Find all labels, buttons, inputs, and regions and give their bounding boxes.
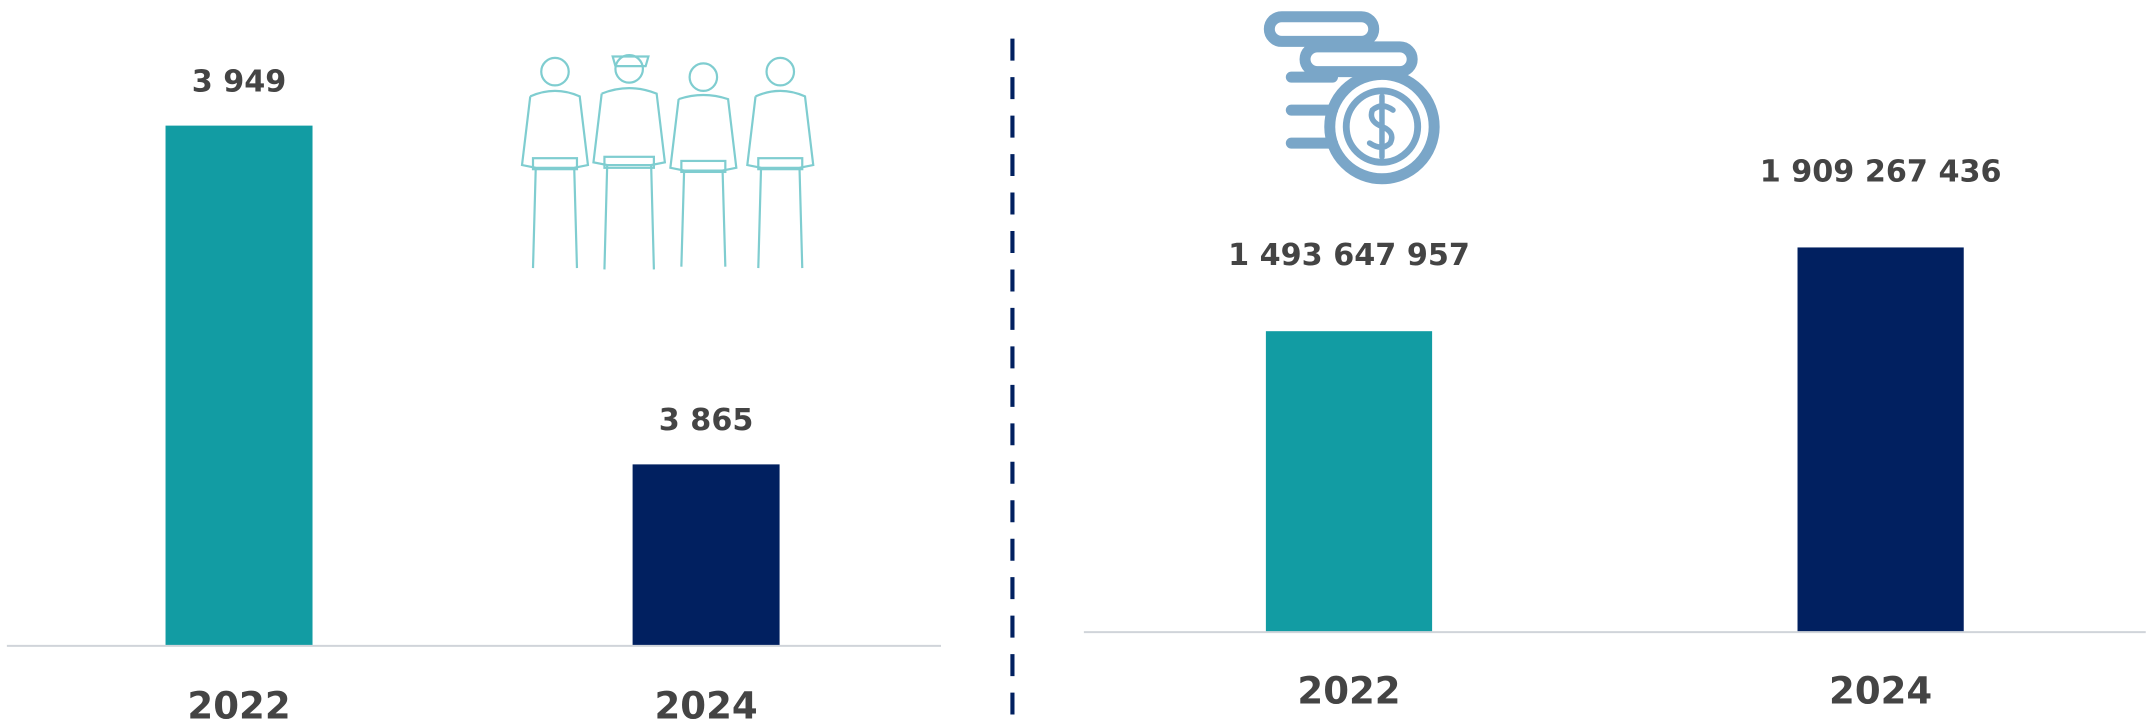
value-label: 3 865 — [659, 403, 754, 438]
bar — [1265, 331, 1433, 633]
x-tick-label: 2022 — [1297, 670, 1400, 713]
coin-icon — [1263, 11, 1440, 185]
bar — [1797, 247, 1964, 633]
bar — [632, 464, 780, 646]
value-label: 1 909 267 436 — [1760, 155, 2002, 190]
value-label: 1 493 647 957 — [1228, 238, 1470, 273]
value-label: 3 949 — [192, 64, 287, 99]
x-tick-label: 2024 — [1829, 670, 1932, 713]
x-tick-label: 2024 — [654, 685, 757, 723]
police-illustration — [520, 54, 815, 270]
x-tick-label: 2022 — [187, 685, 290, 723]
bar — [165, 125, 313, 646]
